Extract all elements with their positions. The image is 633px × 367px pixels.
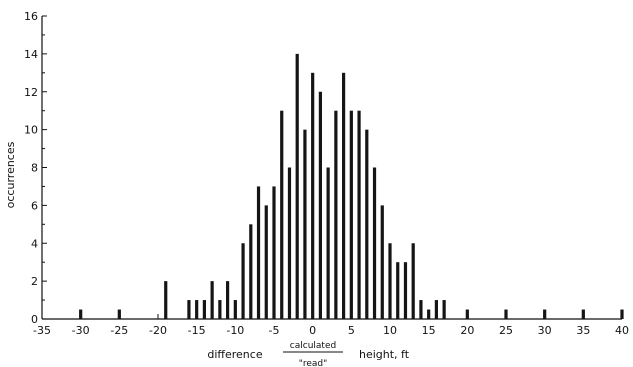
histogram-bar bbox=[465, 309, 469, 319]
x-axis: -35 -30 -25 -20 -15 -10 -5 0 5 10 15 20 25 30 35 40 bbox=[33, 314, 629, 337]
bars bbox=[79, 53, 624, 320]
y-axis-label: occurrences bbox=[4, 141, 17, 208]
histogram-bar bbox=[79, 309, 83, 319]
histogram-bar bbox=[249, 224, 253, 319]
x-tick-label: 10 bbox=[383, 324, 397, 337]
histogram-bar bbox=[396, 262, 400, 319]
histogram-bar bbox=[233, 300, 237, 319]
y-tick-label: 8 bbox=[31, 162, 38, 175]
x-tick-label: 35 bbox=[576, 324, 590, 337]
y-tick-label: 16 bbox=[24, 10, 38, 23]
histogram-bar bbox=[403, 262, 408, 319]
histogram-bar bbox=[419, 300, 423, 319]
histogram-bar bbox=[334, 110, 338, 319]
histogram-bar bbox=[280, 110, 284, 319]
y-tick-label: 2 bbox=[31, 275, 38, 288]
histogram-bar bbox=[326, 167, 330, 319]
x-tick-label: 20 bbox=[460, 324, 474, 337]
histogram-bar bbox=[349, 110, 353, 319]
x-tick-label: 0 bbox=[309, 324, 316, 337]
histogram-bar bbox=[543, 309, 547, 319]
y-tick-label: 12 bbox=[24, 86, 38, 99]
histogram-bar bbox=[287, 167, 292, 319]
y-tick-label: 10 bbox=[24, 124, 38, 137]
y-tick-label: 4 bbox=[31, 237, 38, 250]
y-tick-label: 14 bbox=[24, 48, 38, 61]
histogram-bar bbox=[202, 300, 206, 319]
histogram-bar bbox=[442, 300, 446, 319]
histogram-bar bbox=[164, 281, 168, 320]
x-tick-label: 15 bbox=[422, 324, 436, 337]
histogram-bar bbox=[342, 72, 346, 319]
x-tick-label: -35 bbox=[33, 324, 51, 337]
x-axis-label-suffix: height, ft bbox=[359, 348, 410, 361]
histogram-bar bbox=[241, 243, 245, 319]
histogram-bar bbox=[256, 186, 261, 319]
x-tick-label: -15 bbox=[188, 324, 206, 337]
x-axis-label-denominator: "read" bbox=[299, 359, 328, 367]
histogram-bar bbox=[187, 300, 191, 319]
histogram-bar bbox=[372, 167, 377, 319]
histogram-bar bbox=[427, 309, 431, 319]
x-tick-label: 25 bbox=[499, 324, 513, 337]
histogram-bar bbox=[434, 300, 438, 319]
histogram-bar bbox=[303, 129, 307, 320]
histogram-bar bbox=[380, 205, 384, 320]
x-tick-label: -20 bbox=[149, 324, 167, 337]
histogram-bar bbox=[388, 243, 392, 319]
histogram-bar bbox=[264, 205, 268, 320]
histogram-bar bbox=[195, 300, 199, 319]
histogram-bar bbox=[365, 129, 369, 320]
x-tick-label: 30 bbox=[538, 324, 552, 337]
histogram-bar bbox=[357, 110, 361, 319]
histogram-bar bbox=[226, 281, 230, 320]
y-tick-label: 6 bbox=[31, 199, 38, 212]
histogram-bar bbox=[504, 309, 508, 319]
histogram-bar bbox=[318, 91, 322, 319]
histogram-bar bbox=[581, 309, 585, 319]
x-axis-label-prefix: difference bbox=[207, 348, 262, 361]
x-tick-label: -10 bbox=[226, 324, 244, 337]
x-tick-label: 5 bbox=[348, 324, 355, 337]
x-axis-label-numerator: calculated bbox=[290, 341, 336, 351]
x-tick-label: 40 bbox=[615, 324, 629, 337]
histogram-bar bbox=[218, 300, 222, 319]
histogram-bar bbox=[117, 309, 121, 319]
histogram-bar bbox=[295, 53, 299, 320]
x-tick-label: -5 bbox=[269, 324, 280, 337]
histogram-bar bbox=[272, 186, 276, 319]
y-axis: 0 2 4 6 8 10 12 14 16 bbox=[24, 10, 47, 326]
histogram-bar bbox=[311, 72, 315, 319]
histogram-bar bbox=[411, 243, 415, 319]
x-tick-label: -25 bbox=[110, 324, 128, 337]
histogram-bar bbox=[620, 309, 624, 319]
histogram-bar bbox=[210, 281, 214, 320]
y-tick-label: 0 bbox=[31, 313, 38, 326]
x-tick-label: -30 bbox=[72, 324, 90, 337]
